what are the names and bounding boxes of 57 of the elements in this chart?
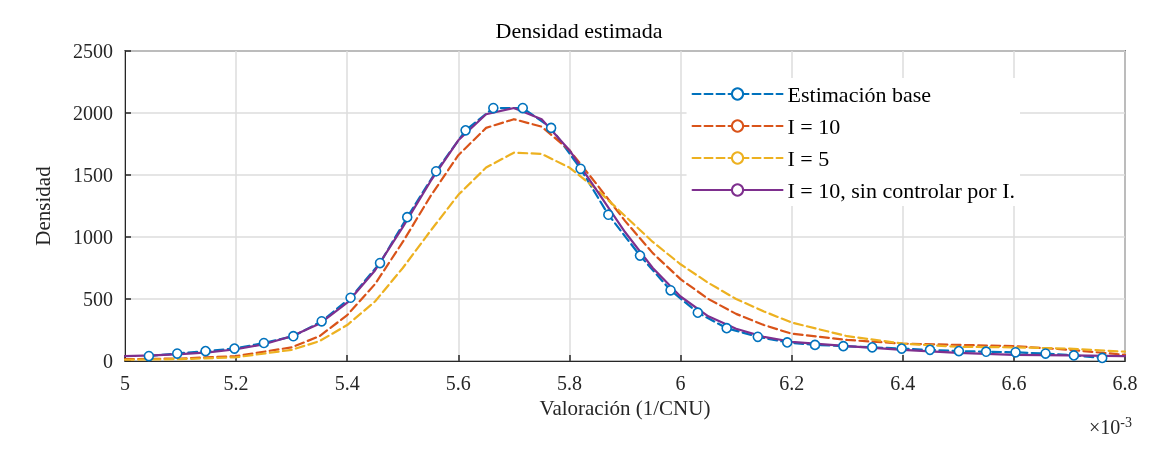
point — [752, 331, 764, 343]
legend-label: I = 10 — [787, 113, 841, 139]
y-tick-label: 2500 — [73, 40, 113, 62]
point — [460, 125, 471, 136]
point — [896, 343, 907, 354]
point — [401, 211, 413, 223]
point — [692, 307, 704, 318]
point — [545, 122, 557, 134]
y-tick-label: 0 — [103, 350, 113, 372]
point — [924, 344, 936, 356]
point — [809, 339, 821, 351]
x-tick-label: 5.4 — [334, 372, 360, 394]
point — [316, 316, 327, 327]
y-tick-label: 2000 — [73, 102, 113, 124]
point — [430, 165, 442, 177]
chart-title: Densidad estimada — [495, 17, 663, 43]
point — [721, 322, 732, 334]
point — [171, 348, 183, 359]
x-tick-label: 5.2 — [223, 372, 249, 394]
point — [1068, 350, 1080, 361]
point — [866, 342, 878, 353]
point — [953, 345, 965, 357]
point — [258, 337, 270, 349]
y-tick-label: 1000 — [73, 226, 113, 248]
y-tick-label: 500 — [83, 288, 113, 310]
point — [143, 350, 155, 362]
y-axis-title: Densidad — [30, 165, 55, 246]
point — [1040, 348, 1051, 359]
legend-label: I = 5 — [787, 145, 830, 171]
point — [374, 257, 386, 269]
point — [980, 346, 992, 357]
x-tick-label: 5.8 — [556, 372, 582, 394]
y-tick-label: 1500 — [73, 164, 113, 186]
point — [575, 163, 586, 175]
point — [288, 330, 299, 342]
point — [488, 102, 499, 114]
x-tick-label: 6.8 — [1112, 372, 1138, 394]
x-tick-label: 6 — [675, 372, 686, 394]
x-tick-label: 6.2 — [779, 372, 805, 394]
point — [229, 343, 240, 354]
point — [1096, 352, 1108, 364]
point — [781, 337, 793, 348]
x-tick-label: 5 — [120, 372, 130, 394]
legend-label: Estimación base — [787, 81, 932, 107]
x-tick-label: 5.6 — [445, 372, 471, 394]
x-axis-title: Valoración (1/CNU) — [539, 396, 711, 421]
x-tick-label: 6.4 — [890, 372, 916, 394]
legend-label: I = 10, sin controlar por I. — [787, 177, 1015, 203]
point — [200, 345, 211, 357]
x-tick-label: 6.6 — [1001, 372, 1027, 394]
point — [517, 102, 529, 114]
point — [634, 250, 646, 261]
point — [345, 292, 356, 304]
point — [603, 209, 614, 220]
point — [665, 285, 676, 296]
point — [1010, 347, 1021, 358]
point — [838, 340, 849, 352]
